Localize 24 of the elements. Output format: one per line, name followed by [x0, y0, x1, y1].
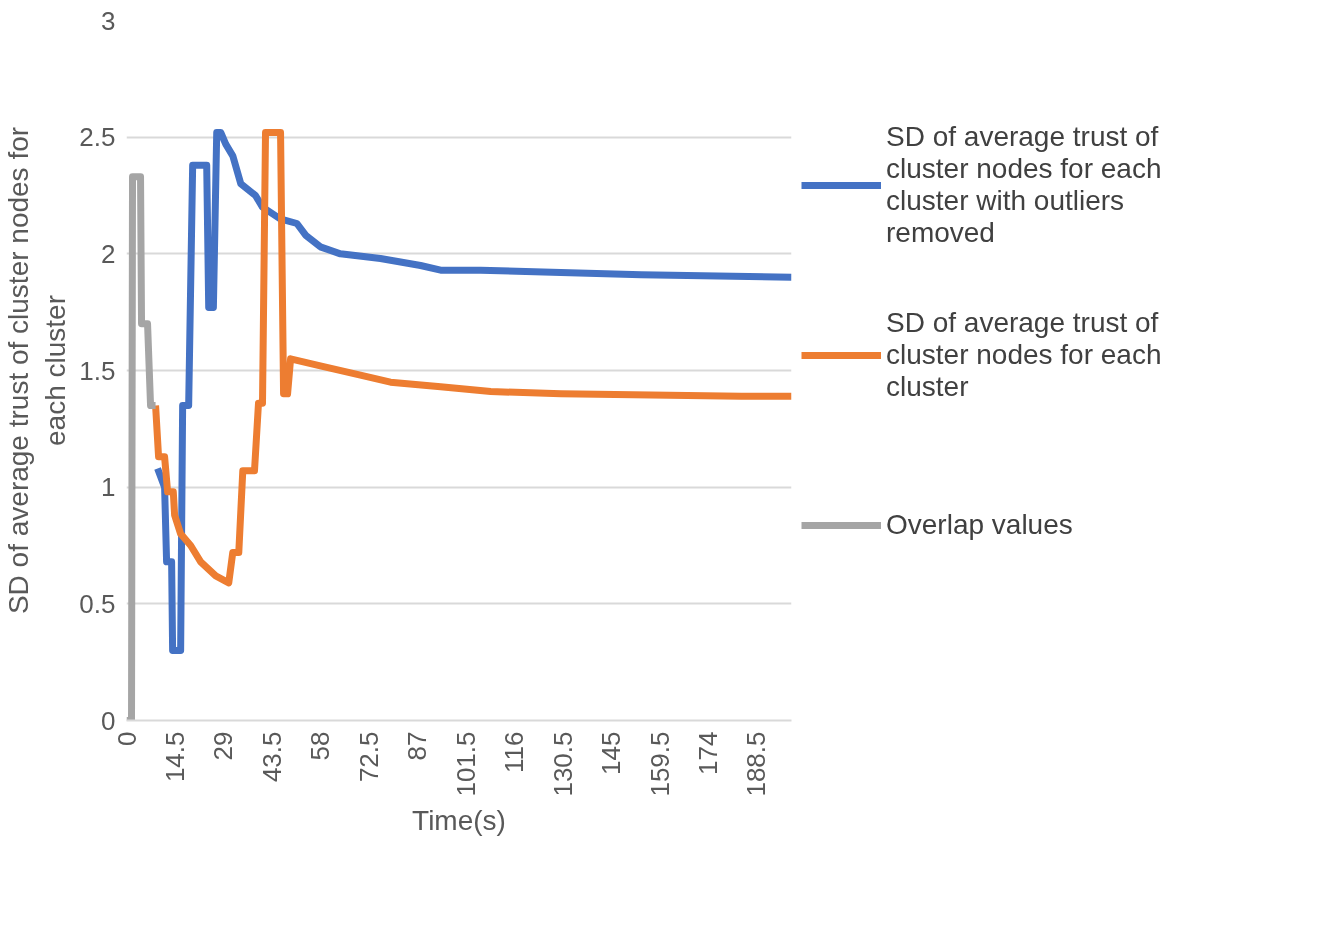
y-tick-label: 2 — [101, 238, 116, 269]
y-tick-label: 1.5 — [79, 355, 116, 386]
x-tick-label: 174 — [692, 731, 723, 775]
y-axis-title: SD of average trust of cluster nodes for each cluster — [3, 126, 72, 615]
x-tick-label: 130.5 — [547, 731, 578, 797]
legend-label: Overlap values — [886, 508, 1073, 542]
x-tick-label: 101.5 — [450, 731, 481, 797]
x-tick-label: 159.5 — [644, 731, 675, 797]
x-tick-label: 188.5 — [741, 731, 772, 797]
legend-label: SD of average trust of cluster nodes for each cluster with outliers removed — [886, 120, 1162, 250]
x-tick-label: 145 — [596, 731, 627, 775]
y-tick-label: 3 — [101, 5, 116, 36]
y-tick-label: 0.5 — [79, 588, 116, 619]
x-tick-label: 29 — [208, 731, 239, 761]
legend-label: SD of average trust of cluster nodes for each cluster — [886, 306, 1162, 404]
x-tick-label: 116 — [499, 731, 530, 773]
x-tick-label: 43.5 — [256, 731, 287, 783]
x-tick-label: 14.5 — [159, 731, 190, 783]
y-tick-label: 2.5 — [79, 122, 116, 153]
x-tick-label: 58 — [305, 731, 336, 761]
y-tick-label: 1 — [101, 472, 116, 503]
x-tick-label: 72.5 — [353, 731, 384, 783]
x-tick-label: 87 — [402, 731, 433, 761]
x-axis-title: Time(s) — [412, 804, 506, 836]
